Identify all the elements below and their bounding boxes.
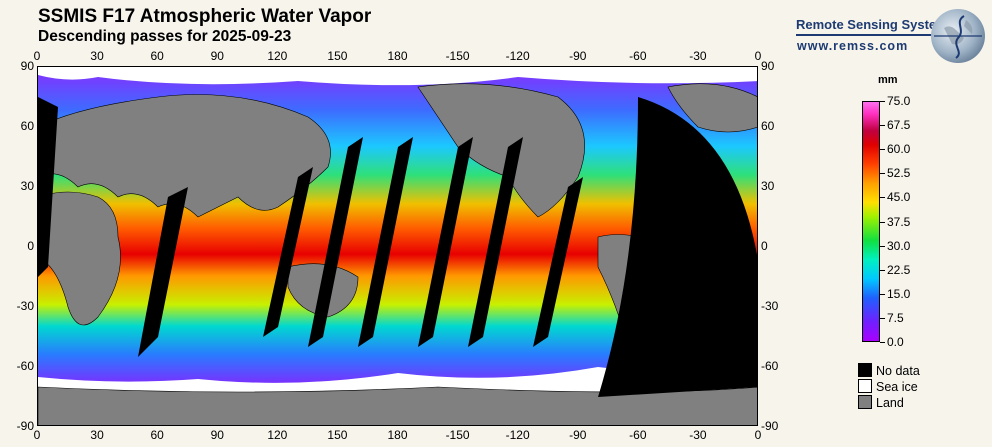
legend-label: Land (876, 396, 904, 410)
swath-gap (418, 137, 473, 347)
tick-label-left: -90 (16, 419, 34, 433)
brand-url[interactable]: www.remss.com (797, 39, 909, 53)
legend-item: Land (858, 395, 904, 410)
legend-swatch (858, 363, 872, 377)
tick-label-top: -150 (445, 49, 470, 63)
brand-name: Remote Sensing Systems (796, 17, 955, 32)
swath-gap (138, 187, 188, 357)
tick-label-top: 180 (387, 49, 408, 63)
colorbar-tick-label: 45.0 (887, 190, 911, 205)
legend-item: No data (858, 363, 920, 378)
tick-label-top: 0 (754, 49, 762, 63)
colorbar-tick-label: 37.5 (887, 214, 911, 229)
tick-label-top: -60 (629, 49, 647, 63)
tick-label-bottom: 180 (387, 428, 408, 442)
globe-logo-icon (931, 9, 985, 63)
tick-label-right: 30 (761, 179, 775, 193)
water-vapor-map[interactable] (37, 66, 758, 426)
tick-label-bottom: -60 (629, 428, 647, 442)
swath-gap (263, 167, 313, 337)
tick-label-left: 30 (20, 179, 34, 193)
colorbar-tick-mark (880, 342, 885, 343)
tick-label-top: 0 (33, 49, 41, 63)
tick-label-right: 90 (761, 59, 775, 73)
swath-gap (308, 137, 363, 347)
tick-label-top: 30 (90, 49, 104, 63)
tick-label-top: 120 (267, 49, 288, 63)
colorbar-tick-mark (880, 269, 885, 271)
tick-label-top: -120 (505, 49, 530, 63)
tick-label-bottom: 90 (210, 428, 224, 442)
colorbar-tick-mark (880, 173, 885, 175)
tick-label-top: 150 (327, 49, 348, 63)
legend-label: Sea ice (876, 380, 918, 394)
map-canvas (38, 67, 757, 425)
no-data-gaps (38, 97, 757, 397)
colorbar-tick-mark (880, 197, 885, 199)
brand-rule (796, 34, 948, 36)
legend-label: No data (876, 364, 920, 378)
tick-label-top: 90 (210, 49, 224, 63)
colorbar-unit: mm (878, 74, 898, 86)
colorbar-tick-label: 52.5 (887, 166, 911, 181)
colorbar-tick-label: 22.5 (887, 262, 911, 277)
arctic-sea-ice (38, 67, 757, 86)
tick-label-bottom: -90 (569, 428, 587, 442)
tick-label-left: 90 (20, 59, 34, 73)
colorbar-tick-mark (880, 293, 885, 295)
tick-label-right: -90 (761, 419, 779, 433)
tick-label-top: -90 (569, 49, 587, 63)
tick-label-left: -60 (16, 359, 34, 373)
legend-swatch (858, 395, 872, 409)
colorbar-tick-mark (880, 101, 885, 102)
tick-label-left: 0 (27, 239, 34, 253)
tick-label-bottom: 120 (267, 428, 288, 442)
eurasia-land (38, 94, 331, 218)
colorbar-tick-mark (880, 317, 885, 319)
greenland-land (667, 83, 757, 133)
tick-label-bottom: 0 (33, 428, 41, 442)
tick-label-bottom: -120 (505, 428, 530, 442)
colorbar (862, 101, 880, 342)
tick-label-right: -60 (761, 359, 779, 373)
swath-gap (468, 137, 523, 347)
tick-label-bottom: 0 (754, 428, 762, 442)
colorbar-tick-label: 67.5 (887, 118, 911, 133)
colorbar-tick-mark (880, 245, 885, 247)
swath-gap (598, 97, 757, 397)
tick-label-left: 60 (20, 119, 34, 133)
colorbar-tick-label: 30.0 (887, 238, 911, 253)
tick-label-right: 0 (761, 239, 768, 253)
colorbar-tick-mark (880, 149, 885, 151)
swath-gap (533, 177, 583, 347)
tick-label-bottom: -150 (445, 428, 470, 442)
tick-label-top: 60 (150, 49, 164, 63)
legend-item: Sea ice (858, 379, 918, 394)
africa-land (38, 191, 121, 326)
swath-gap (358, 137, 413, 347)
tick-label-bottom: 150 (327, 428, 348, 442)
colorbar-tick-label: 60.0 (887, 142, 911, 157)
tick-label-right: 60 (761, 119, 775, 133)
legend-swatch (858, 379, 872, 393)
tick-label-bottom: -30 (689, 428, 707, 442)
tick-label-right: -30 (761, 299, 779, 313)
colorbar-tick-label: 75.0 (887, 94, 911, 108)
colorbar-tick-label: 0.0 (887, 335, 904, 349)
map-subtitle: Descending passes for 2025-09-23 (38, 28, 292, 45)
colorbar-tick-label: 15.0 (887, 286, 911, 301)
colorbar-tick-mark (880, 221, 885, 223)
tick-label-top: -30 (689, 49, 707, 63)
tick-label-bottom: 60 (150, 428, 164, 442)
tick-label-bottom: 30 (90, 428, 104, 442)
swath-gap (38, 97, 58, 277)
colorbar-tick-mark (880, 125, 885, 127)
tick-label-left: -30 (16, 299, 34, 313)
map-title: SSMIS F17 Atmospheric Water Vapor (38, 6, 372, 27)
colorbar-tick-label: 7.5 (887, 310, 904, 325)
